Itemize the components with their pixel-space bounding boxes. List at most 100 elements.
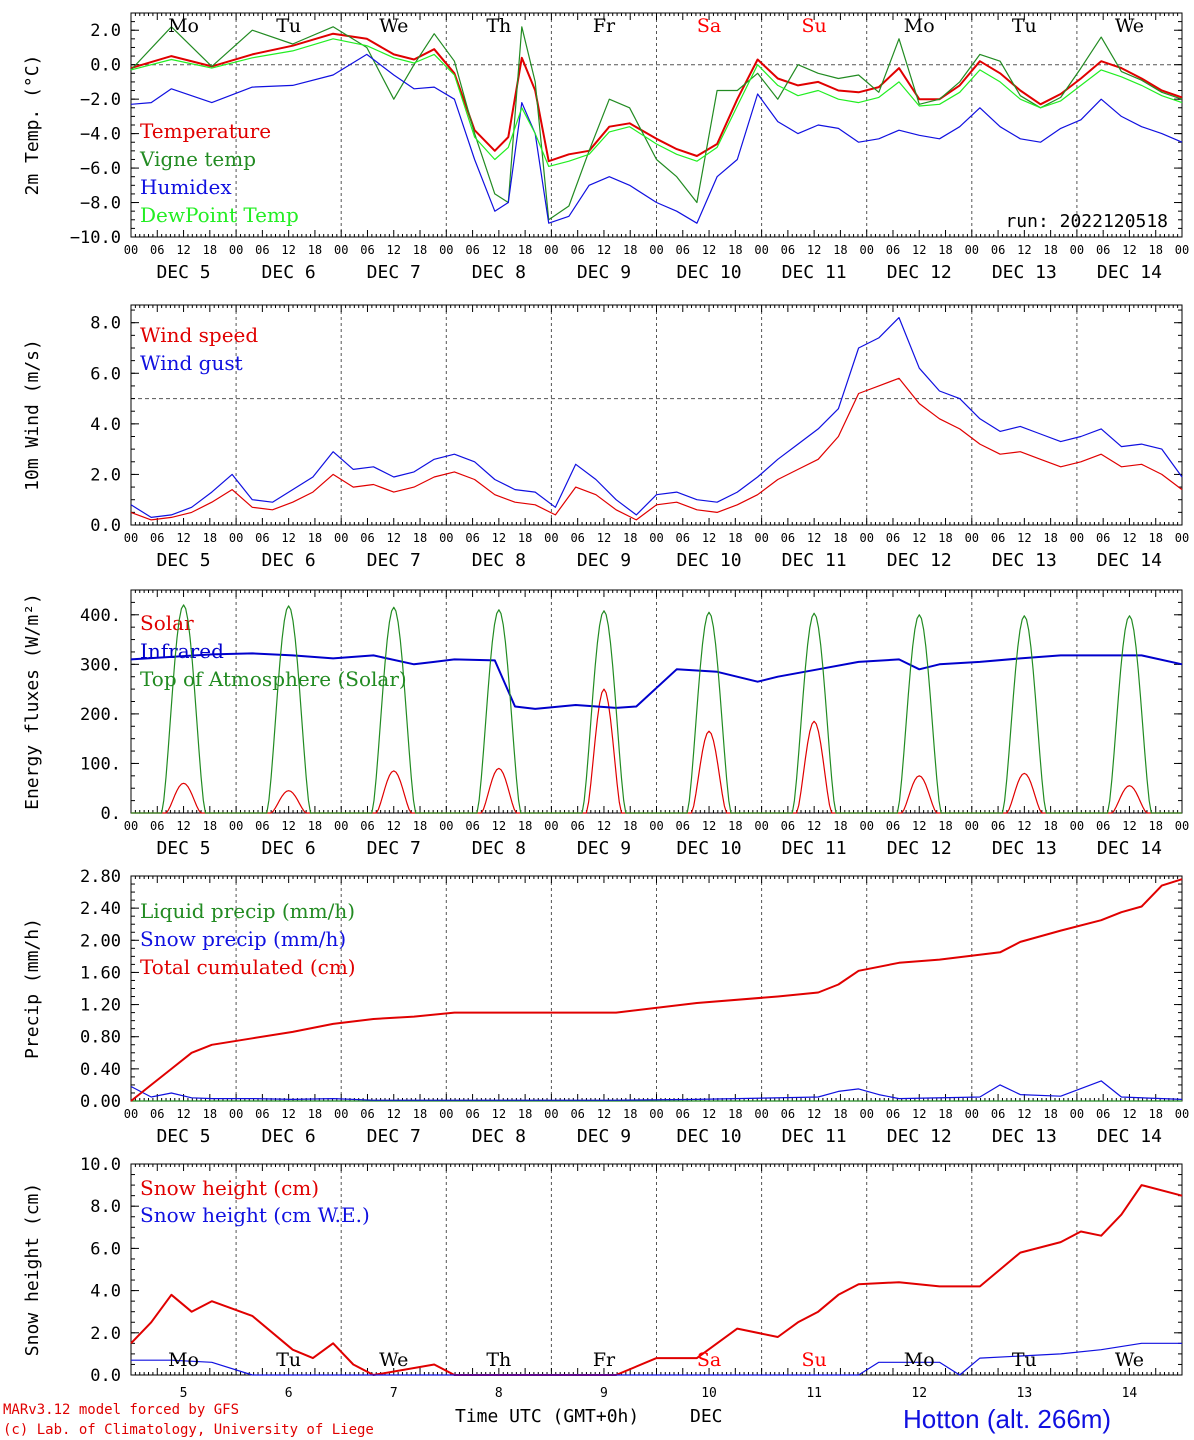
- hour-tick-label: 00: [1070, 819, 1084, 833]
- day-label: DEC 5: [156, 550, 210, 571]
- y-tick-label: 100.: [80, 754, 121, 774]
- hour-tick-label: 06: [150, 1107, 164, 1121]
- day-label: DEC 11: [782, 262, 847, 283]
- hour-tick-label: 18: [1148, 1107, 1162, 1121]
- hour-tick-label: 18: [938, 243, 952, 257]
- day-label: DEC 5: [156, 262, 210, 283]
- hour-tick-label: 00: [965, 1107, 979, 1121]
- hour-tick-label: 06: [150, 243, 164, 257]
- y-tick-label: 2.80: [80, 867, 121, 887]
- hour-tick-label: 00: [124, 531, 138, 545]
- hour-tick-label: 12: [1017, 819, 1031, 833]
- legend-entry: Snow precip (mm/h): [140, 927, 346, 951]
- hour-tick-label: 06: [465, 243, 479, 257]
- hour-tick-label: 18: [623, 243, 637, 257]
- weekday-label: Mo: [168, 15, 199, 37]
- hour-tick-label: 12: [1122, 819, 1136, 833]
- legend-entry: Top of Atmosphere (Solar): [140, 667, 407, 691]
- hour-tick-label: 00: [439, 531, 453, 545]
- day-label: DEC 10: [677, 838, 742, 859]
- day-label: DEC 9: [577, 838, 631, 859]
- hour-tick-label: 00: [439, 819, 453, 833]
- y-axis-title: Precip (mm/h): [22, 918, 43, 1059]
- day-label: DEC 13: [992, 550, 1057, 571]
- hour-tick-label: 12: [176, 531, 190, 545]
- hour-tick-label: 18: [1148, 819, 1162, 833]
- day-label: DEC 10: [677, 262, 742, 283]
- weekday-label: Tu: [1012, 1349, 1037, 1371]
- hour-tick-label: 18: [623, 1107, 637, 1121]
- day-label: DEC 6: [262, 262, 316, 283]
- footer-model: MARv3.12 model forced by GFS: [3, 1402, 239, 1418]
- day-label: DEC 7: [367, 838, 421, 859]
- day-label: DEC 8: [472, 1126, 526, 1147]
- weekday-label: We: [1115, 1349, 1144, 1371]
- hour-tick-label: 12: [807, 819, 821, 833]
- hour-tick-label: 00: [1070, 531, 1084, 545]
- hour-tick-label: 12: [281, 1107, 295, 1121]
- hour-tick-label: 12: [1122, 531, 1136, 545]
- weekday-label: Mo: [168, 1349, 199, 1371]
- legend-entry: Snow height (cm W.E.): [140, 1203, 370, 1227]
- hour-tick-label: 06: [1096, 531, 1110, 545]
- hour-tick-label: 06: [1096, 819, 1110, 833]
- hour-tick-label: 00: [859, 819, 873, 833]
- day-number-label: 7: [390, 1386, 398, 1401]
- y-tick-label: 8.0: [90, 314, 121, 334]
- weekday-label: Tu: [276, 1349, 301, 1371]
- y-tick-label: 2.0: [90, 1324, 121, 1344]
- hour-tick-label: 18: [413, 819, 427, 833]
- day-label: DEC 6: [262, 550, 316, 571]
- hour-tick-label: 06: [886, 531, 900, 545]
- y-axis-title: 2m Temp. (°C): [22, 55, 43, 196]
- hour-tick-label: 18: [308, 1107, 322, 1121]
- day-label: DEC 12: [887, 838, 952, 859]
- day-label: DEC 8: [472, 838, 526, 859]
- hour-tick-label: 00: [1175, 243, 1189, 257]
- hour-tick-label: 00: [334, 1107, 348, 1121]
- day-label: DEC 9: [577, 550, 631, 571]
- y-tick-label: 0.80: [80, 1028, 121, 1048]
- hour-tick-label: 00: [124, 1107, 138, 1121]
- day-label: DEC 10: [677, 550, 742, 571]
- x-axis-title: Time UTC (GMT+0h): [455, 1406, 639, 1427]
- hour-tick-label: 18: [1043, 819, 1057, 833]
- day-label: DEC 8: [472, 262, 526, 283]
- y-tick-label: 0.0: [90, 56, 121, 76]
- day-label: DEC 9: [577, 262, 631, 283]
- hour-tick-label: 12: [281, 531, 295, 545]
- hour-tick-label: 18: [728, 819, 742, 833]
- day-number-label: 13: [1017, 1386, 1033, 1401]
- day-label: DEC 6: [262, 1126, 316, 1147]
- hour-tick-label: 06: [255, 243, 269, 257]
- hour-tick-label: 00: [754, 243, 768, 257]
- weekday-label: We: [379, 1349, 408, 1371]
- hour-tick-label: 00: [1175, 531, 1189, 545]
- hour-tick-label: 00: [124, 819, 138, 833]
- day-label: DEC 10: [677, 1126, 742, 1147]
- hour-tick-label: 00: [1175, 819, 1189, 833]
- legend-entry: Solar: [140, 611, 194, 635]
- hour-tick-label: 18: [1043, 531, 1057, 545]
- hour-tick-label: 06: [1096, 243, 1110, 257]
- hour-tick-label: 00: [649, 819, 663, 833]
- hour-tick-label: 18: [518, 531, 532, 545]
- day-number-label: 8: [495, 1386, 503, 1401]
- y-tick-label: 0.40: [80, 1060, 121, 1080]
- hour-tick-label: 18: [938, 531, 952, 545]
- legend-entry: Vigne temp: [139, 147, 256, 171]
- day-label: DEC 12: [887, 262, 952, 283]
- hour-tick-label: 06: [150, 531, 164, 545]
- y-tick-label: 4.0: [90, 415, 121, 435]
- y-axis-title: 10m Wind (m/s): [22, 339, 43, 491]
- hour-tick-label: 06: [465, 531, 479, 545]
- hour-tick-label: 06: [781, 819, 795, 833]
- day-label: DEC 7: [367, 550, 421, 571]
- hour-tick-label: 18: [413, 1107, 427, 1121]
- y-tick-label: 0.00: [80, 1092, 121, 1112]
- weekday-label: Sa: [697, 1349, 721, 1371]
- weekday-label: We: [379, 15, 408, 37]
- y-tick-label: 8.0: [90, 1197, 121, 1217]
- hour-tick-label: 06: [991, 243, 1005, 257]
- hour-tick-label: 06: [886, 1107, 900, 1121]
